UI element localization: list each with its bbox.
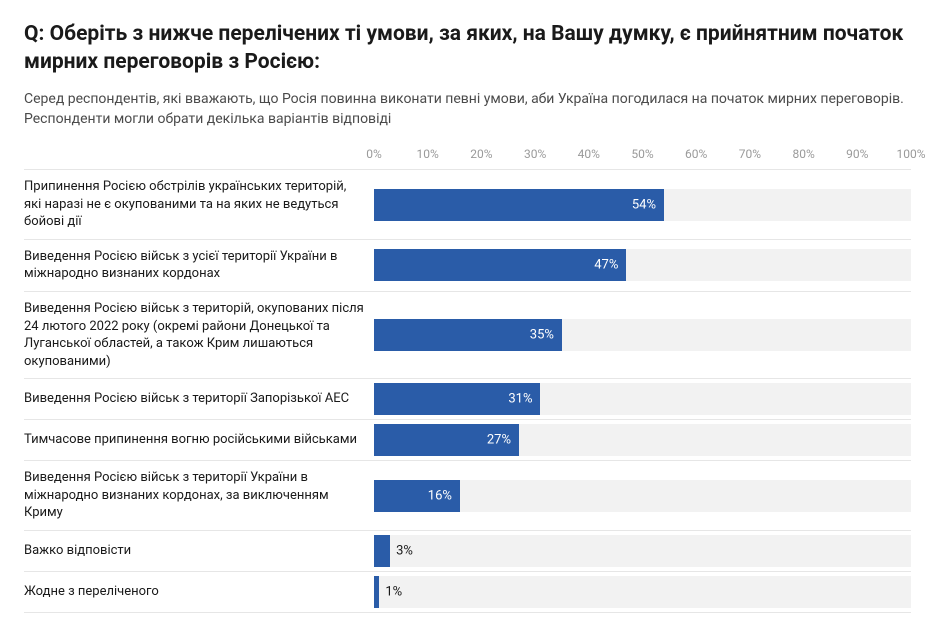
value-label: 35% xyxy=(530,328,554,343)
value-label: 3% xyxy=(396,543,413,558)
row-bar-area: 3% xyxy=(374,531,911,571)
x-tick: 60% xyxy=(685,147,707,161)
x-tick: 40% xyxy=(578,147,600,161)
chart-row: Важко відповісти 3% xyxy=(24,530,911,571)
bar xyxy=(374,249,626,281)
chart-row: Тимчасове припинення вогню російськими в… xyxy=(24,419,911,460)
x-tick: 90% xyxy=(846,147,868,161)
chart-rows: Припинення Росією обстрілів українських … xyxy=(24,169,911,613)
bar xyxy=(374,189,664,221)
row-label: Тимчасове припинення вогню російськими в… xyxy=(24,420,374,460)
x-tick: 80% xyxy=(792,147,814,161)
value-label: 54% xyxy=(632,197,656,212)
row-label: Припинення Росією обстрілів українських … xyxy=(24,170,374,239)
chart-subtitle: Серед респондентів, які вважають, що Рос… xyxy=(24,89,911,130)
row-bar-area: 54% xyxy=(374,170,911,239)
value-label: 47% xyxy=(594,258,618,273)
chart-row: Виведення Росією військ з територій, оку… xyxy=(24,291,911,378)
chart-row: Жодне з переліченого 1% xyxy=(24,571,911,613)
x-tick: 0% xyxy=(366,147,382,161)
value-label: 16% xyxy=(428,488,452,503)
bar xyxy=(374,576,379,608)
value-label: 31% xyxy=(508,392,532,407)
chart-row: Виведення Росією військ з території Запо… xyxy=(24,378,911,419)
bar-track xyxy=(374,535,911,567)
x-axis: 0%10%20%30%40%50%60%70%80%90%100% xyxy=(24,147,911,165)
x-tick: 100% xyxy=(896,147,925,161)
chart-title: Q: Оберіть з нижче перелічених ті умови,… xyxy=(24,20,911,77)
row-label: Виведення Росією військ з території Запо… xyxy=(24,379,374,419)
value-label: 1% xyxy=(385,584,402,599)
chart-row: Припинення Росією обстрілів українських … xyxy=(24,169,911,239)
row-label: Виведення Росією військ з територій, оку… xyxy=(24,292,374,378)
row-bar-area: 31% xyxy=(374,379,911,419)
bar xyxy=(374,535,390,567)
x-tick: 30% xyxy=(524,147,546,161)
row-bar-area: 27% xyxy=(374,420,911,460)
row-bar-area: 35% xyxy=(374,292,911,378)
x-tick: 70% xyxy=(739,147,761,161)
value-label: 27% xyxy=(487,433,511,448)
x-tick: 50% xyxy=(631,147,653,161)
row-label: Жодне з переліченого xyxy=(24,572,374,612)
chart-row: Виведення Росією військ з території Укра… xyxy=(24,460,911,530)
row-label: Виведення Росією військ з території Укра… xyxy=(24,461,374,530)
x-tick: 10% xyxy=(417,147,439,161)
chart: 0%10%20%30%40%50%60%70%80%90%100% Припин… xyxy=(24,147,911,613)
row-bar-area: 16% xyxy=(374,461,911,530)
bar-track xyxy=(374,576,911,608)
row-bar-area: 1% xyxy=(374,572,911,612)
row-label: Виведення Росією військ з усієї територі… xyxy=(24,240,374,291)
chart-row: Виведення Росією військ з усієї територі… xyxy=(24,239,911,291)
x-tick: 20% xyxy=(470,147,492,161)
row-label: Важко відповісти xyxy=(24,531,374,571)
row-bar-area: 47% xyxy=(374,240,911,291)
